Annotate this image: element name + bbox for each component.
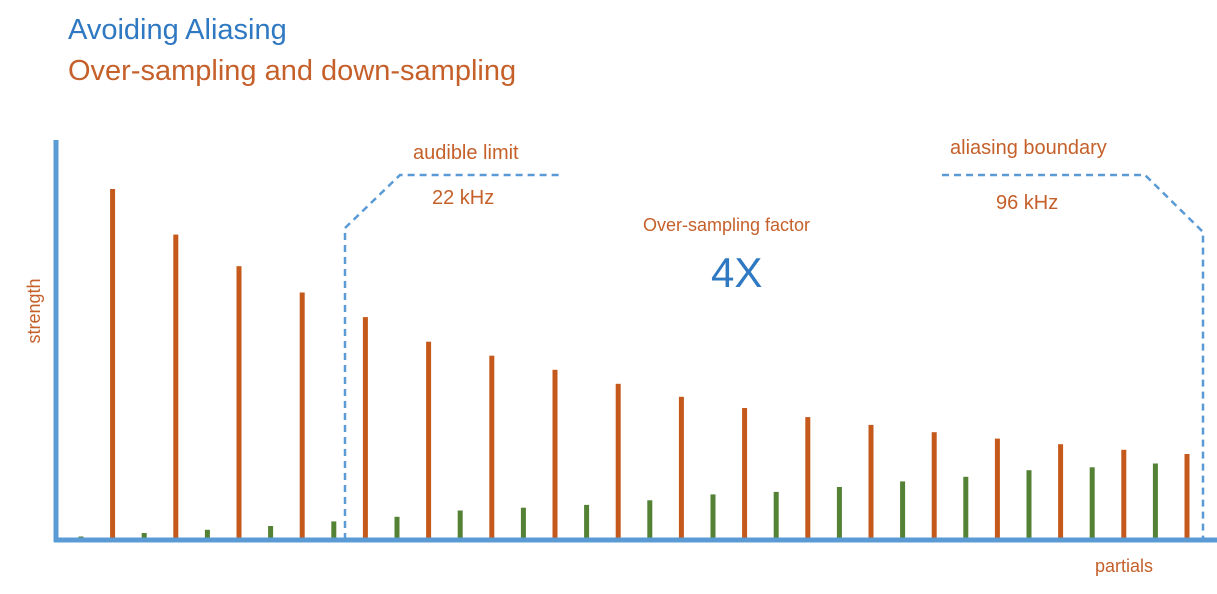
alias-bar-9 [584,504,590,540]
audible-limit-frequency: 22 kHz [432,187,495,209]
harmonic-bar-18 [1184,454,1190,540]
harmonic-bar-9 [615,383,621,540]
alias-bar-17 [1089,467,1095,540]
alias-bar-11 [710,494,716,540]
audible-limit-label: audible limit [413,142,519,164]
alias-bar-10 [647,500,653,540]
alias-bar-13 [836,487,842,540]
harmonic-bar-8 [552,369,558,540]
diagram-title: Avoiding Aliasing [68,14,287,46]
harmonic-bar-1 [110,189,116,540]
harmonic-bar-11 [742,408,748,540]
alias-bar-3 [204,529,210,540]
audible-limit-boundary [343,173,560,540]
oversampling-factor-value: 4X [711,249,763,296]
oversampling-factor-label: Over-sampling factor [643,215,811,235]
diagram-subtitle: Over-sampling and down-sampling [68,55,517,87]
harmonic-bar-3 [236,266,242,540]
harmonic-bar-7 [489,355,495,540]
harmonic-bar-17 [1121,449,1127,540]
alias-bar-5 [331,521,337,540]
alias-bar-18 [1152,463,1158,540]
alias-bar-6 [394,516,400,540]
harmonic-bar-15 [994,438,1000,540]
x-axis-label: partials [1095,556,1154,576]
harmonic-bar-5 [362,317,368,540]
harmonic-bar-14 [931,432,937,540]
aliasing-boundary-line [942,173,1205,540]
harmonic-bar-4 [299,292,305,540]
aliasing-boundary-frequency: 96 kHz [996,192,1059,214]
alias-bar-2 [141,533,147,540]
alias-bar-4 [268,526,274,540]
harmonic-bar-13 [868,424,874,540]
harmonic-bar-12 [805,417,811,540]
alias-bar-16 [1026,470,1032,540]
harmonic-bar-16 [1058,444,1064,540]
harmonic-bar-10 [678,396,684,540]
alias-bar-12 [773,491,779,540]
alias-bar-7 [457,510,463,540]
bars-group [78,189,1190,540]
alias-bar-15 [963,476,969,540]
alias-bar-8 [520,507,526,540]
harmonic-bar-6 [426,341,432,540]
alias-bar-14 [900,481,906,540]
harmonic-bar-2 [173,234,179,540]
aliasing-boundary-label: aliasing boundary [950,137,1107,159]
